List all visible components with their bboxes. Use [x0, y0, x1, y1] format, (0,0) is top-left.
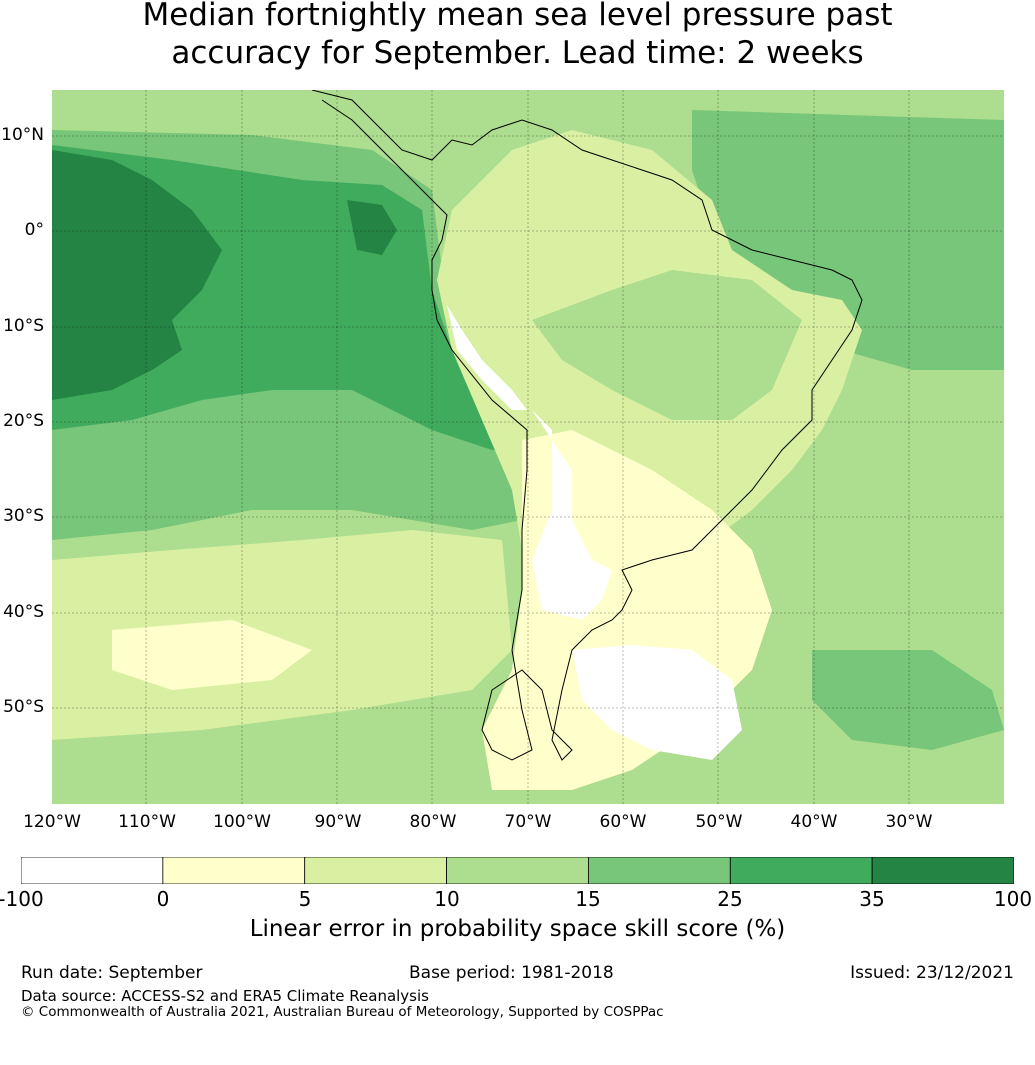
lon-label-80w: 80°W: [409, 812, 457, 832]
colorbar-tick: 25: [717, 887, 743, 911]
lon-label-60w: 60°W: [599, 812, 647, 832]
colorbar-tick: 5: [298, 887, 312, 911]
copyright: © Commonwealth of Australia 2021, Austra…: [21, 1004, 664, 1020]
lat-label-10n: 10°N: [1, 125, 44, 145]
region-atlantic-high: [692, 110, 1004, 370]
lon-label-90w: 90°W: [314, 812, 362, 832]
colorbar-segment: [304, 857, 447, 884]
lon-label-40w: 40°W: [790, 812, 838, 832]
lon-label-50w: 50°W: [695, 812, 743, 832]
colorbar-tick: -100: [0, 887, 44, 911]
colorbar-tick: 35: [859, 887, 885, 911]
lat-label-50s: 50°S: [3, 697, 44, 717]
region-andes-coast-white: [447, 305, 527, 410]
lon-label-100w: 100°W: [213, 812, 271, 832]
lon-label-70w: 70°W: [504, 812, 552, 832]
lon-label-120w: 120°W: [23, 812, 81, 832]
region-patagonia-white: [532, 410, 612, 620]
region-pacific-peak: [52, 150, 222, 400]
region-atlantic-south-green: [812, 650, 1004, 750]
colorbar-segment: [588, 857, 731, 884]
colorbar-segment: [162, 857, 306, 884]
region-atlantic-east: [832, 380, 1004, 650]
issued-date: Issued: 23/12/2021: [850, 963, 1014, 983]
map-gridlines: [52, 90, 1004, 804]
lat-label-0: 0°: [24, 220, 44, 240]
lon-label-110w: 110°W: [118, 812, 176, 832]
colorbar-segment: [21, 857, 164, 884]
colorbar-tick: 0: [156, 887, 170, 911]
title-line-2: accuracy for September. Lead time: 2 wee…: [171, 35, 864, 71]
region-south-pacific-yellow: [112, 620, 312, 690]
data-source: Data source: ACCESS-S2 and ERA5 Climate …: [21, 987, 429, 1005]
region-south-bottom-green: [52, 720, 482, 804]
map-canvas: [52, 89, 1004, 804]
region-patagonia-white-south: [572, 645, 742, 760]
colorbar-segment: [446, 857, 589, 884]
run-date: Run date: September: [21, 963, 203, 983]
lat-label-40s: 40°S: [3, 602, 44, 622]
lon-label-30w: 30°W: [885, 812, 933, 832]
map-title: Median fortnightly mean sea level pressu…: [0, 0, 1035, 72]
lat-label-10s: 10°S: [3, 316, 44, 336]
coastline-south-america: [311, 89, 863, 761]
lat-label-30s: 30°S: [3, 506, 44, 526]
region-pacific-peak-small: [347, 200, 397, 255]
title-line-1: Median fortnightly mean sea level pressu…: [142, 0, 893, 33]
base-period: Base period: 1981-2018: [409, 963, 614, 983]
skill-score-map: [52, 89, 1004, 804]
lat-label-20s: 20°S: [3, 411, 44, 431]
colorbar-tick: 10: [434, 887, 460, 911]
colorbar-segment: [871, 857, 1014, 884]
colorbar-tick: 15: [575, 887, 601, 911]
colorbar-tick: 100: [993, 887, 1033, 911]
colorbar-segment: [729, 857, 873, 884]
colorbar: [21, 857, 1014, 884]
colorbar-label: Linear error in probability space skill …: [249, 916, 786, 942]
region-brazil-green: [532, 270, 802, 420]
